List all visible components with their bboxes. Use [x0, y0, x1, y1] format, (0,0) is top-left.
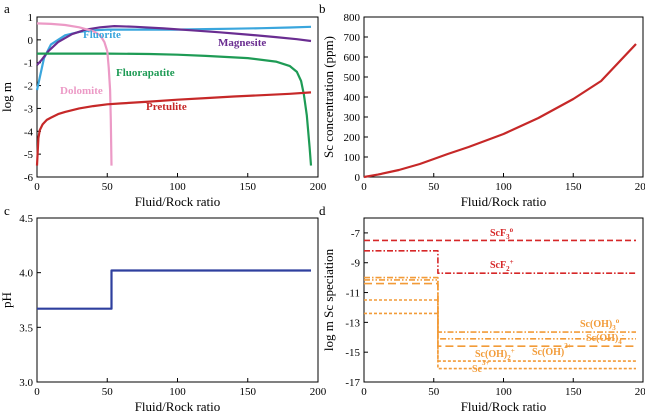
- series-line-2: [364, 250, 636, 275]
- y-axis-label: pH: [0, 292, 14, 308]
- label-fluorite: Fluorite: [83, 29, 121, 41]
- y-tick-label: 0: [355, 172, 361, 184]
- panel-d-plot: 0 50 100 150 200 -7 -9 -11 -13 -15 -17 Fluid/Rock r…: [321, 217, 645, 414]
- y-tick-label: -6: [24, 172, 34, 184]
- x-tick-label: 150: [240, 386, 257, 398]
- y-tick-label: 100: [344, 152, 361, 164]
- series-line-6: [364, 299, 636, 362]
- y-tick-label: 1: [28, 12, 34, 24]
- plot-frame: [363, 16, 644, 178]
- label-pretulite: Pretulite: [146, 101, 187, 113]
- label-dolomite: Dolomite: [60, 85, 103, 97]
- x-tick-label: 50: [102, 181, 114, 193]
- panel-c: c 0 50 100 150 200 3.0 3.5 4.0 4.5 Fluid/Rock rat…: [0, 203, 327, 414]
- plot-frame: [36, 16, 319, 178]
- label-scoh3: Sc(OH)3o: [580, 317, 620, 332]
- y-tick-label: -11: [346, 288, 360, 300]
- x-tick-label: 0: [34, 181, 40, 193]
- y-axis-label: log m Sc speciation: [321, 248, 336, 351]
- y-tick-label: -2: [24, 81, 33, 93]
- x-tick-label: 200: [310, 181, 327, 193]
- panel-c-plot: 0 50 100 150 200 3.0 3.5 4.0 4.5 Fluid/Rock ratio…: [0, 213, 327, 414]
- y-axis-label: Sc concentration (ppm): [321, 36, 336, 158]
- series-line-pretulite: [35, 91, 312, 166]
- x-tick-label: 0: [34, 386, 40, 398]
- x-tick-label: 0: [361, 181, 367, 193]
- series-line-1: [363, 43, 637, 179]
- y-tick-label: 3.0: [19, 377, 33, 389]
- y-tick-label: -4: [24, 126, 34, 138]
- x-tick-label: 200: [310, 386, 327, 398]
- y-tick-label: -5: [24, 149, 34, 161]
- x-tick-label: 50: [428, 181, 440, 193]
- panel-c-label: c: [4, 203, 10, 218]
- y-tick-label: -17: [345, 377, 360, 389]
- y-tick-label: 800: [344, 12, 361, 24]
- y-tick-label: 600: [344, 52, 361, 64]
- x-tick-label: 50: [102, 386, 114, 398]
- label-scoh4: Sc(OH)4-: [586, 331, 625, 346]
- y-tick-label: 200: [344, 132, 361, 144]
- x-tick-label: 150: [240, 181, 257, 193]
- series-line-5: [364, 282, 636, 348]
- y-tick-label: 400: [344, 92, 361, 104]
- x-tick-label: 100: [169, 386, 186, 398]
- y-tick-label: -1: [24, 58, 33, 70]
- series-line-7: [364, 312, 636, 370]
- x-tick-label: 0: [361, 386, 367, 398]
- y-axis-label: log m: [0, 82, 14, 112]
- series-line-fluorapatite: [37, 52, 313, 166]
- x-tick-label: 100: [169, 181, 186, 193]
- x-tick-label: 100: [495, 181, 512, 193]
- y-tick-label: 4.0: [19, 268, 33, 280]
- label-scf2: ScF2+: [490, 258, 514, 273]
- series-line-1: [37, 269, 311, 310]
- y-tick-label: -3: [24, 103, 34, 115]
- label-scf3: ScF3o: [490, 226, 514, 241]
- panel-d-label: d: [319, 203, 326, 218]
- x-tick-label: 100: [495, 386, 512, 398]
- y-tick-label: 4.5: [19, 213, 33, 225]
- label-magnesite: Magnesite: [218, 37, 266, 49]
- panel-a-plot: 0 50 100 150 200 -6 -5 -4 -3 -2 -1 0 1 Fluid/Rock rat…: [0, 12, 327, 209]
- x-axis-label: Fluid/Rock ratio: [135, 399, 221, 414]
- panel-d: d 0 50 100 150 200 -7 -9 -11 -13 -15 -17 Fluid/Rock…: [319, 203, 645, 414]
- x-tick-label: 200: [635, 181, 645, 193]
- x-tick-label: 150: [565, 386, 582, 398]
- panel-b-label: b: [319, 1, 326, 16]
- y-tick-label: 500: [344, 72, 361, 84]
- y-tick-label: -7: [351, 228, 361, 240]
- plot-frame: [36, 217, 319, 383]
- y-tick-label: 0: [28, 35, 34, 47]
- panel-b: b 0 50 100 150 200 0 100 200 300 400 500 600 700 800 F…: [319, 1, 645, 209]
- x-tick-label: 200: [635, 386, 645, 398]
- y-tick-label: 3.5: [19, 322, 33, 334]
- x-tick-label: 150: [565, 181, 582, 193]
- x-tick-label: 50: [428, 386, 440, 398]
- panel-a: a 0 50 100 150 200 -6 -5 -4 -3 -2 -1 0 1 Fluid/Rock r…: [0, 1, 327, 209]
- panel-b-plot: 0 50 100 150 200 0 100 200 300 400 500 600 700 800 Flu…: [321, 12, 645, 209]
- label-sc3: Sc3+: [472, 359, 490, 375]
- x-axis-label: Fluid/Rock ratio: [135, 194, 221, 209]
- y-tick-label: 700: [344, 32, 361, 44]
- series-line-magnesite: [36, 25, 312, 66]
- x-axis-label: Fluid/Rock ratio: [461, 399, 547, 414]
- label-scoh2: Sc(OH)2+: [475, 347, 515, 362]
- label-fluorapatite: Fluorapatite: [116, 67, 175, 79]
- panel-a-label: a: [4, 1, 10, 16]
- y-tick-label: -13: [345, 317, 360, 329]
- label-scoh: Sc(OH)2+: [532, 342, 572, 358]
- y-tick-label: -15: [345, 347, 360, 359]
- y-tick-label: 300: [344, 112, 361, 124]
- series-line-dolomite: [36, 22, 113, 166]
- x-axis-label: Fluid/Rock ratio: [461, 194, 547, 209]
- series-line-fluorite: [35, 25, 312, 91]
- y-tick-label: -9: [351, 258, 361, 270]
